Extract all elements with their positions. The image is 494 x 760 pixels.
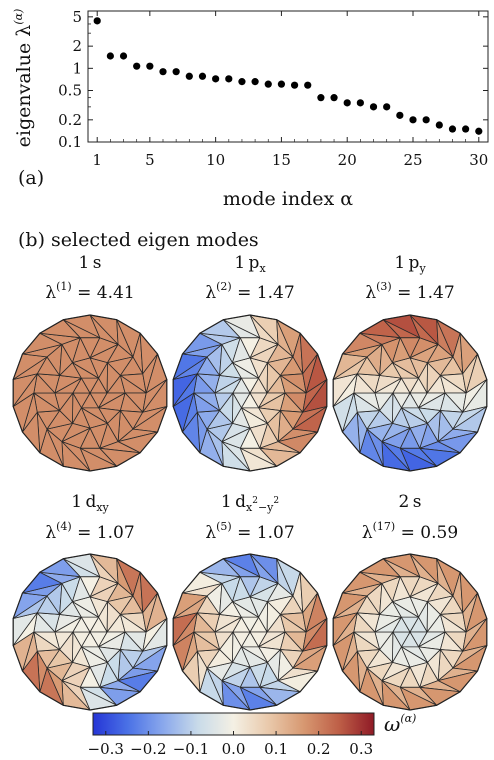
mode-title: 1 dx2−y2: [221, 492, 279, 514]
data-point: [423, 116, 430, 123]
data-point: [304, 82, 311, 89]
data-point: [146, 63, 153, 70]
data-points: [94, 17, 483, 135]
mode-title: 2 s: [399, 492, 422, 512]
mode-eigenvalue: λ(4) = 1.07: [45, 520, 134, 543]
data-point: [159, 68, 166, 75]
y-axis-ticks: 0.1 0.2 0.5 1 2 5: [58, 8, 488, 151]
y-tick-label: 1: [72, 59, 82, 77]
mode-title: 1 px: [234, 253, 266, 275]
data-point: [212, 75, 219, 82]
mode-py: 1 py λ(3) = 1.47: [333, 253, 487, 471]
y-axis-label: eigenvalue λ(α): [12, 9, 35, 148]
data-point: [436, 121, 443, 128]
data-point: [409, 116, 416, 123]
x-tick-label: 10: [206, 151, 225, 169]
data-point: [199, 73, 206, 80]
data-point: [186, 73, 193, 80]
data-point: [265, 81, 272, 88]
data-point: [238, 78, 245, 85]
mode-eigenvalue: λ(17) = 0.59: [362, 520, 458, 543]
data-point: [278, 81, 285, 88]
mode-eigenvalue: λ(1) = 4.41: [45, 280, 134, 303]
data-point: [107, 52, 114, 59]
data-point: [370, 103, 377, 110]
mode-disk: [173, 554, 327, 710]
y-tick-label: 5: [72, 8, 82, 26]
mode-title: 1 py: [394, 253, 426, 275]
x-tick-label: 20: [338, 151, 357, 169]
data-point: [120, 52, 127, 59]
data-point: [173, 68, 180, 75]
colorbar-tick-label: 0.3: [349, 740, 373, 758]
colorbar-tick-label: −0.2: [130, 740, 166, 758]
colorbar-tick-label: 0.0: [222, 740, 246, 758]
panel-a-label: (a): [18, 167, 44, 189]
mode-eigenvalue: λ(3) = 1.47: [365, 280, 454, 303]
data-point: [344, 99, 351, 106]
data-point: [291, 82, 298, 89]
x-axis-label: mode index α: [223, 188, 353, 210]
y-tick-label: 0.1: [58, 133, 82, 151]
mode-disk: [333, 554, 487, 710]
y-tick-label: 0.2: [58, 111, 82, 129]
data-point: [133, 63, 140, 70]
data-point: [383, 103, 390, 110]
data-point: [317, 94, 324, 101]
mode-disk: [13, 554, 167, 710]
panel-b-title: (b) selected eigen modes: [18, 229, 259, 251]
x-axis-ticks: 1 5 10 15 20 25 30: [92, 11, 488, 169]
x-tick-label: 30: [469, 151, 488, 169]
mode-title: 1 s: [79, 253, 102, 273]
data-point: [449, 125, 456, 132]
mode-disk: [13, 315, 167, 471]
y-tick-label: 2: [72, 37, 82, 55]
x-tick-label: 25: [403, 151, 422, 169]
colorbar: −0.3 −0.2 −0.1 0.0 0.1 0.2 0.3 ω(α): [88, 712, 417, 758]
colorbar-tick-label: 0.2: [307, 740, 331, 758]
y-axis-label-sup: (α): [12, 9, 25, 25]
data-point: [475, 128, 482, 135]
data-point: [357, 99, 364, 106]
mode-radial: 2 s λ(17) = 0.59: [333, 492, 487, 710]
data-point: [462, 125, 469, 132]
x-tick-label: 15: [272, 151, 291, 169]
data-point: [225, 75, 232, 82]
mode-px: 1 px λ(2) = 1.47: [173, 253, 327, 471]
mode-eigenvalue: λ(5) = 1.07: [205, 520, 294, 543]
x-tick-label: 1: [92, 151, 102, 169]
mode-dx2y2: 1 dx2−y2 λ(5) = 1.07: [173, 492, 327, 710]
mode-eigenvalue: λ(2) = 1.47: [205, 280, 294, 303]
data-point: [330, 94, 337, 101]
data-point: [396, 112, 403, 119]
data-point: [94, 17, 101, 24]
mode-dxy: 1 dxy λ(4) = 1.07: [13, 492, 167, 710]
colorbar-label: ω(α): [384, 712, 416, 736]
colorbar-tick-label: −0.3: [88, 740, 124, 758]
mode-disk: [173, 315, 327, 471]
x-tick-label: 5: [145, 151, 155, 169]
mode-disk: [333, 315, 487, 471]
colorbar-tick-label: −0.1: [173, 740, 209, 758]
colorbar-tick-label: 0.1: [264, 740, 288, 758]
mode-title: 1 dxy: [71, 492, 109, 514]
mode-uniform: 1 s λ(1) = 4.41: [13, 253, 167, 471]
y-tick-label: 0.5: [58, 82, 82, 100]
data-point: [252, 78, 259, 85]
mode-grid: 1 s λ(1) = 4.41 1 px λ(2) = 1.47 1 py λ(3) = …: [13, 253, 487, 710]
